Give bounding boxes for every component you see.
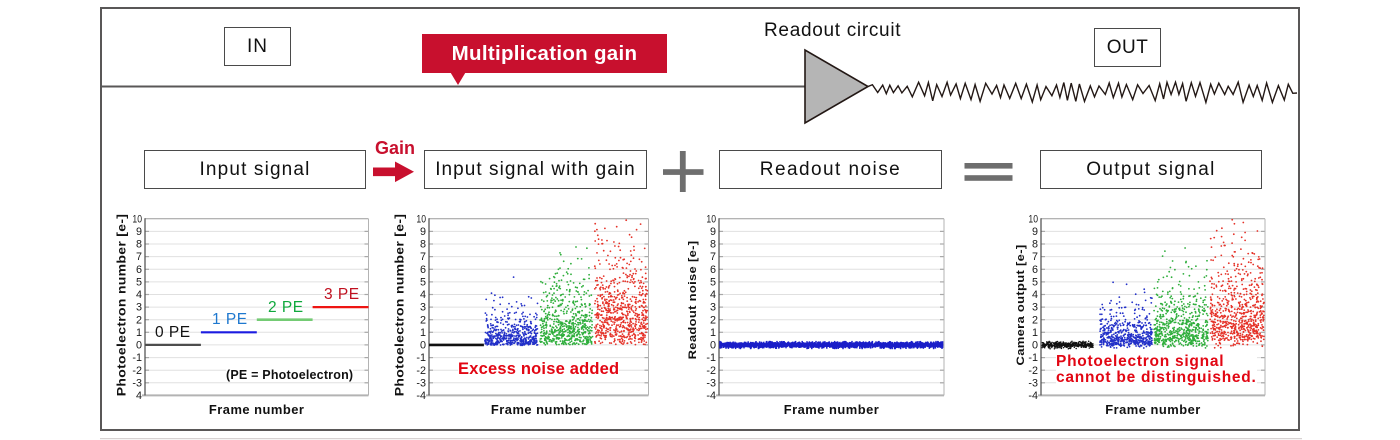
svg-text:-2: -2: [1028, 365, 1038, 377]
svg-text:5: 5: [136, 277, 142, 289]
svg-text:7: 7: [1032, 251, 1038, 263]
svg-text:1: 1: [420, 327, 426, 339]
svg-text:3: 3: [1032, 302, 1038, 314]
svg-text:6: 6: [420, 264, 426, 276]
svg-text:2: 2: [420, 314, 426, 326]
svg-text:8: 8: [710, 239, 716, 251]
svg-text:6: 6: [710, 264, 716, 276]
svg-text:-4: -4: [1028, 390, 1038, 402]
svg-text:7: 7: [710, 251, 716, 263]
svg-text:4: 4: [1032, 289, 1038, 301]
svg-text:1: 1: [1032, 327, 1038, 339]
svg-text:9: 9: [1032, 226, 1038, 238]
svg-text:3: 3: [136, 302, 142, 314]
svg-text:10: 10: [132, 213, 142, 225]
svg-text:7: 7: [420, 251, 426, 263]
svg-text:8: 8: [420, 239, 426, 251]
svg-text:4: 4: [136, 390, 142, 402]
svg-text:7: 7: [136, 251, 142, 263]
svg-text:1: 1: [710, 327, 716, 339]
svg-text:4: 4: [136, 289, 142, 301]
svg-text:8: 8: [1032, 239, 1038, 251]
svg-text:1: 1: [136, 327, 142, 339]
svg-text:4: 4: [710, 289, 716, 301]
svg-text:-1: -1: [132, 352, 142, 364]
svg-text:2: 2: [710, 314, 716, 326]
svg-text:9: 9: [710, 226, 716, 238]
svg-text:-3: -3: [706, 377, 716, 389]
svg-text:-1: -1: [1028, 352, 1038, 364]
svg-text:-2: -2: [132, 365, 142, 377]
svg-text:2: 2: [136, 314, 142, 326]
svg-text:9: 9: [136, 226, 142, 238]
svg-text:-1: -1: [706, 352, 716, 364]
svg-text:-3: -3: [132, 377, 142, 389]
svg-text:0: 0: [420, 340, 426, 352]
svg-text:10: 10: [1028, 213, 1038, 225]
svg-text:3: 3: [710, 302, 716, 314]
svg-text:8: 8: [136, 239, 142, 251]
svg-text:-4: -4: [416, 390, 426, 402]
svg-text:-4: -4: [706, 390, 716, 402]
svg-text:5: 5: [1032, 277, 1038, 289]
svg-text:6: 6: [136, 264, 142, 276]
svg-text:0: 0: [710, 340, 716, 352]
svg-text:9: 9: [420, 226, 426, 238]
svg-text:-3: -3: [1028, 377, 1038, 389]
svg-text:4: 4: [420, 289, 426, 301]
svg-text:-2: -2: [706, 365, 716, 377]
svg-text:2: 2: [1032, 314, 1038, 326]
svg-text:10: 10: [706, 213, 716, 225]
svg-text:-3: -3: [416, 377, 426, 389]
svg-text:-1: -1: [416, 352, 426, 364]
svg-text:3: 3: [420, 302, 426, 314]
svg-text:5: 5: [710, 277, 716, 289]
svg-text:0: 0: [136, 340, 142, 352]
svg-text:6: 6: [1032, 264, 1038, 276]
svg-text:10: 10: [416, 213, 426, 225]
svg-text:-2: -2: [416, 365, 426, 377]
svg-text:5: 5: [420, 277, 426, 289]
svg-text:0: 0: [1032, 340, 1038, 352]
